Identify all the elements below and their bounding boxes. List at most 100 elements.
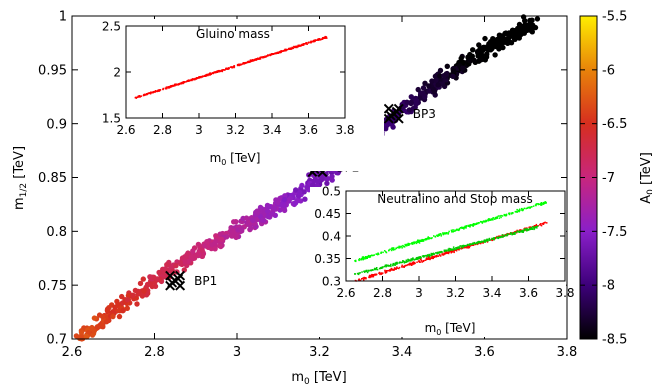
inset-point: [451, 231, 453, 233]
colorbar-tick-label: -8.5: [602, 333, 627, 348]
inset-point: [468, 246, 471, 249]
benchmark-marker: ×: [163, 276, 177, 296]
scan-point: [532, 24, 539, 31]
benchmark-label: BP1: [194, 274, 217, 288]
scan-point: [415, 86, 421, 93]
inset-point: [430, 237, 432, 240]
inset-point: [285, 48, 287, 51]
scan-point: [435, 82, 441, 88]
inset-point: [358, 272, 360, 274]
inset-point: [447, 233, 449, 235]
inset-point: [420, 240, 423, 242]
scan-point: [130, 292, 136, 298]
inset-point: [376, 268, 379, 271]
inset-point: [284, 50, 286, 52]
inset-point: [155, 90, 157, 92]
inset-point: [478, 241, 480, 244]
inset-point: [501, 234, 504, 236]
scan-point: [170, 268, 176, 275]
inset-point: [168, 87, 170, 89]
inset-point: [265, 55, 267, 57]
inset-point: [302, 44, 305, 46]
inset-point: [254, 58, 257, 61]
inset-point: [452, 229, 454, 231]
inset-point: [498, 217, 501, 219]
scan-point: [301, 189, 307, 195]
inset-point: [158, 89, 160, 91]
inset-point: [412, 257, 414, 259]
inset-point: [159, 89, 161, 91]
scan-point: [275, 199, 281, 206]
inset-point: [365, 270, 368, 273]
scan-point: [103, 319, 110, 325]
inset-point: [523, 228, 526, 230]
inset-point: [323, 37, 325, 39]
inset-point: [404, 265, 406, 267]
scan-point: [478, 57, 484, 63]
scan-point: [433, 77, 439, 84]
inset-point: [478, 240, 480, 243]
inset-point: [474, 223, 476, 226]
inset-point: [420, 258, 422, 260]
scan-point: [247, 225, 254, 232]
benchmark-marker: ×: [171, 269, 185, 289]
inset-point: [427, 236, 429, 238]
inset-point: [296, 46, 298, 48]
gluino-x-axis-label: m0 [TeV]: [210, 151, 261, 167]
inset-point: [300, 44, 302, 47]
inset-point: [205, 73, 208, 76]
inset-point: [354, 260, 356, 262]
gluino-mass-inset: 2.6 2.8 3 3.2 3.4 3.6 3.8 1.522.5 Gluino mass …: [96, 19, 384, 171]
inset-point: [429, 258, 431, 260]
inset-point: [238, 64, 240, 66]
scan-point: [91, 315, 98, 321]
inset-point: [310, 41, 312, 43]
inset-point: [375, 267, 377, 270]
inset-point: [225, 68, 227, 70]
inset-point: [149, 93, 152, 95]
inset-point: [378, 271, 381, 274]
y-tick-label: 2: [113, 65, 121, 79]
inset-point: [474, 243, 477, 246]
scan-point: [294, 197, 300, 204]
scan-point: [217, 243, 223, 249]
inset-point: [483, 221, 486, 223]
inset-point: [365, 278, 367, 280]
inset-point: [535, 223, 538, 226]
inset-point: [375, 273, 378, 275]
inset-point: [405, 259, 408, 262]
inset-point: [361, 271, 363, 273]
inset-point: [447, 250, 449, 252]
inset-point: [389, 270, 391, 272]
main-x-ticks: 2.6 2.8 3 3.2 3.4 3.6 3.8: [62, 16, 577, 360]
inset-point: [368, 256, 371, 258]
scan-point: [264, 208, 271, 214]
inset-point: [481, 221, 483, 223]
scan-point: [125, 292, 132, 299]
inset-point: [369, 255, 372, 257]
inset-point: [542, 201, 545, 204]
inset-point: [402, 260, 404, 262]
inset-point: [291, 47, 293, 49]
scan-point: [467, 51, 473, 58]
inset-point: [406, 245, 408, 247]
inset-point: [437, 251, 440, 254]
inset-point: [410, 262, 412, 265]
inset-point: [493, 238, 495, 240]
inset-point: [233, 65, 235, 67]
inset-point: [498, 236, 501, 239]
inset-point: [312, 40, 315, 43]
inset-point: [546, 222, 548, 224]
inset-point: [269, 53, 271, 56]
inset-point: [471, 243, 473, 245]
inset-point: [422, 240, 425, 242]
inset-point: [457, 246, 459, 248]
y-tick-label: 0.45: [314, 207, 341, 221]
inset-point: [204, 75, 206, 77]
inset-point: [532, 205, 535, 207]
inset-point: [491, 237, 493, 240]
inset-point: [522, 229, 524, 232]
inset-point: [462, 226, 464, 229]
inset-point: [437, 252, 439, 255]
inset-point: [415, 257, 418, 260]
